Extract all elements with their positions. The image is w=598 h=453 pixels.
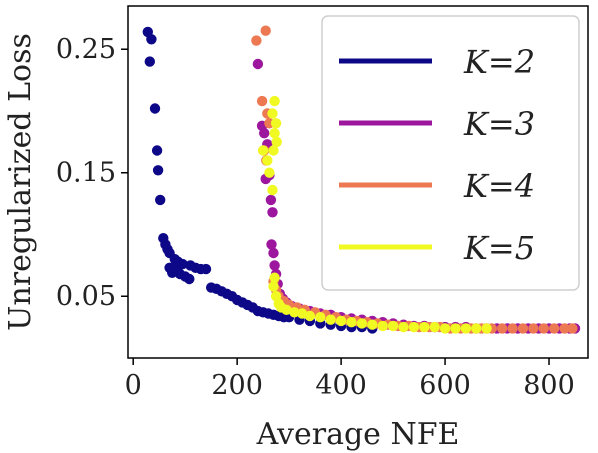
point-series-2-1 xyxy=(146,34,157,45)
axis-ticks: 0 200 400 600 800 0.05 0.15 0.25 xyxy=(56,34,575,401)
point-series-2-2 xyxy=(144,56,155,67)
point-series-2-24 xyxy=(184,273,195,285)
point-series-4-1 xyxy=(251,35,262,46)
point-series-5-10 xyxy=(269,272,280,283)
point-series-5-31 xyxy=(439,323,451,334)
x-axis-label: Average NFE xyxy=(256,417,460,452)
point-series-5-7 xyxy=(262,155,273,166)
point-series-5-5 xyxy=(268,145,279,156)
point-series-2-4 xyxy=(151,145,163,156)
point-series-5-15 xyxy=(281,304,292,315)
point-series-3-10 xyxy=(269,260,280,271)
legend-label-3: K=3 xyxy=(463,105,535,143)
point-series-4-0 xyxy=(260,25,271,36)
point-series-5-9 xyxy=(267,184,278,196)
point-series-3-7 xyxy=(267,207,278,218)
point-series-5-20 xyxy=(325,314,336,325)
point-series-5-22 xyxy=(346,317,357,328)
y-tick-label-1: 0.15 xyxy=(56,158,116,189)
point-series-5-29 xyxy=(419,321,430,333)
point-series-5-35 xyxy=(481,323,492,334)
point-series-5-26 xyxy=(387,320,399,332)
point-series-3-9 xyxy=(268,247,279,259)
legend-label-2: K=2 xyxy=(463,43,535,81)
point-series-3-6 xyxy=(265,194,277,206)
point-series-2-3 xyxy=(149,103,161,114)
point-series-5-32 xyxy=(450,323,461,334)
plot-frame xyxy=(127,5,589,359)
point-series-2-17 xyxy=(200,263,212,275)
point-series-5-2 xyxy=(270,118,282,129)
point-series-5-6 xyxy=(257,145,269,156)
point-series-4-34 xyxy=(517,323,529,334)
point-series-5-25 xyxy=(377,320,388,332)
point-series-4-35 xyxy=(528,323,539,334)
point-series-5-21 xyxy=(335,315,347,327)
x-tick-label-1: 200 xyxy=(211,370,263,401)
point-series-5-30 xyxy=(429,321,440,333)
data-points xyxy=(142,25,581,334)
point-series-3-8 xyxy=(266,239,277,250)
point-series-5-17 xyxy=(296,308,308,319)
point-series-5-11 xyxy=(268,281,279,292)
point-series-5-34 xyxy=(471,323,482,334)
point-series-5-16 xyxy=(289,307,300,318)
legend: K=2 K=3 K=4 K=5 xyxy=(321,15,580,291)
point-series-4-33 xyxy=(507,323,518,334)
point-series-5-19 xyxy=(315,312,326,323)
point-series-5-28 xyxy=(408,321,420,333)
point-series-4-37 xyxy=(549,323,560,334)
point-series-2-5 xyxy=(152,165,164,176)
point-series-5-3 xyxy=(269,128,280,139)
y-tick-label-2: 0.25 xyxy=(56,34,116,65)
x-tick-label-3: 600 xyxy=(419,370,471,401)
point-series-4-2 xyxy=(256,95,268,107)
x-tick-label-4: 800 xyxy=(523,370,575,401)
point-series-4-32 xyxy=(497,323,508,334)
y-tick-label-0: 0.05 xyxy=(56,281,116,312)
point-series-2-6 xyxy=(155,194,166,206)
point-series-5-4 xyxy=(271,136,282,148)
legend-label-5: K=5 xyxy=(463,229,535,267)
x-tick-label-0: 0 xyxy=(125,370,142,401)
point-series-5-23 xyxy=(356,318,368,329)
point-series-2-21 xyxy=(167,267,178,278)
point-series-5-0 xyxy=(269,95,280,107)
point-series-5-8 xyxy=(264,167,275,178)
point-series-4-38 xyxy=(559,323,570,334)
point-series-5-1 xyxy=(267,108,278,119)
point-series-4-39 xyxy=(567,323,578,334)
legend-box xyxy=(321,15,580,291)
point-series-5-33 xyxy=(460,323,472,334)
point-series-3-0 xyxy=(252,58,264,70)
point-series-5-18 xyxy=(304,310,316,322)
x-tick-label-2: 400 xyxy=(315,370,367,401)
y-axis-label: Unregularized Loss xyxy=(3,33,38,331)
legend-label-4: K=4 xyxy=(463,167,535,205)
point-series-5-24 xyxy=(367,319,378,330)
point-series-5-27 xyxy=(398,321,409,333)
point-series-4-36 xyxy=(538,323,549,334)
point-series-3-2 xyxy=(259,128,270,139)
